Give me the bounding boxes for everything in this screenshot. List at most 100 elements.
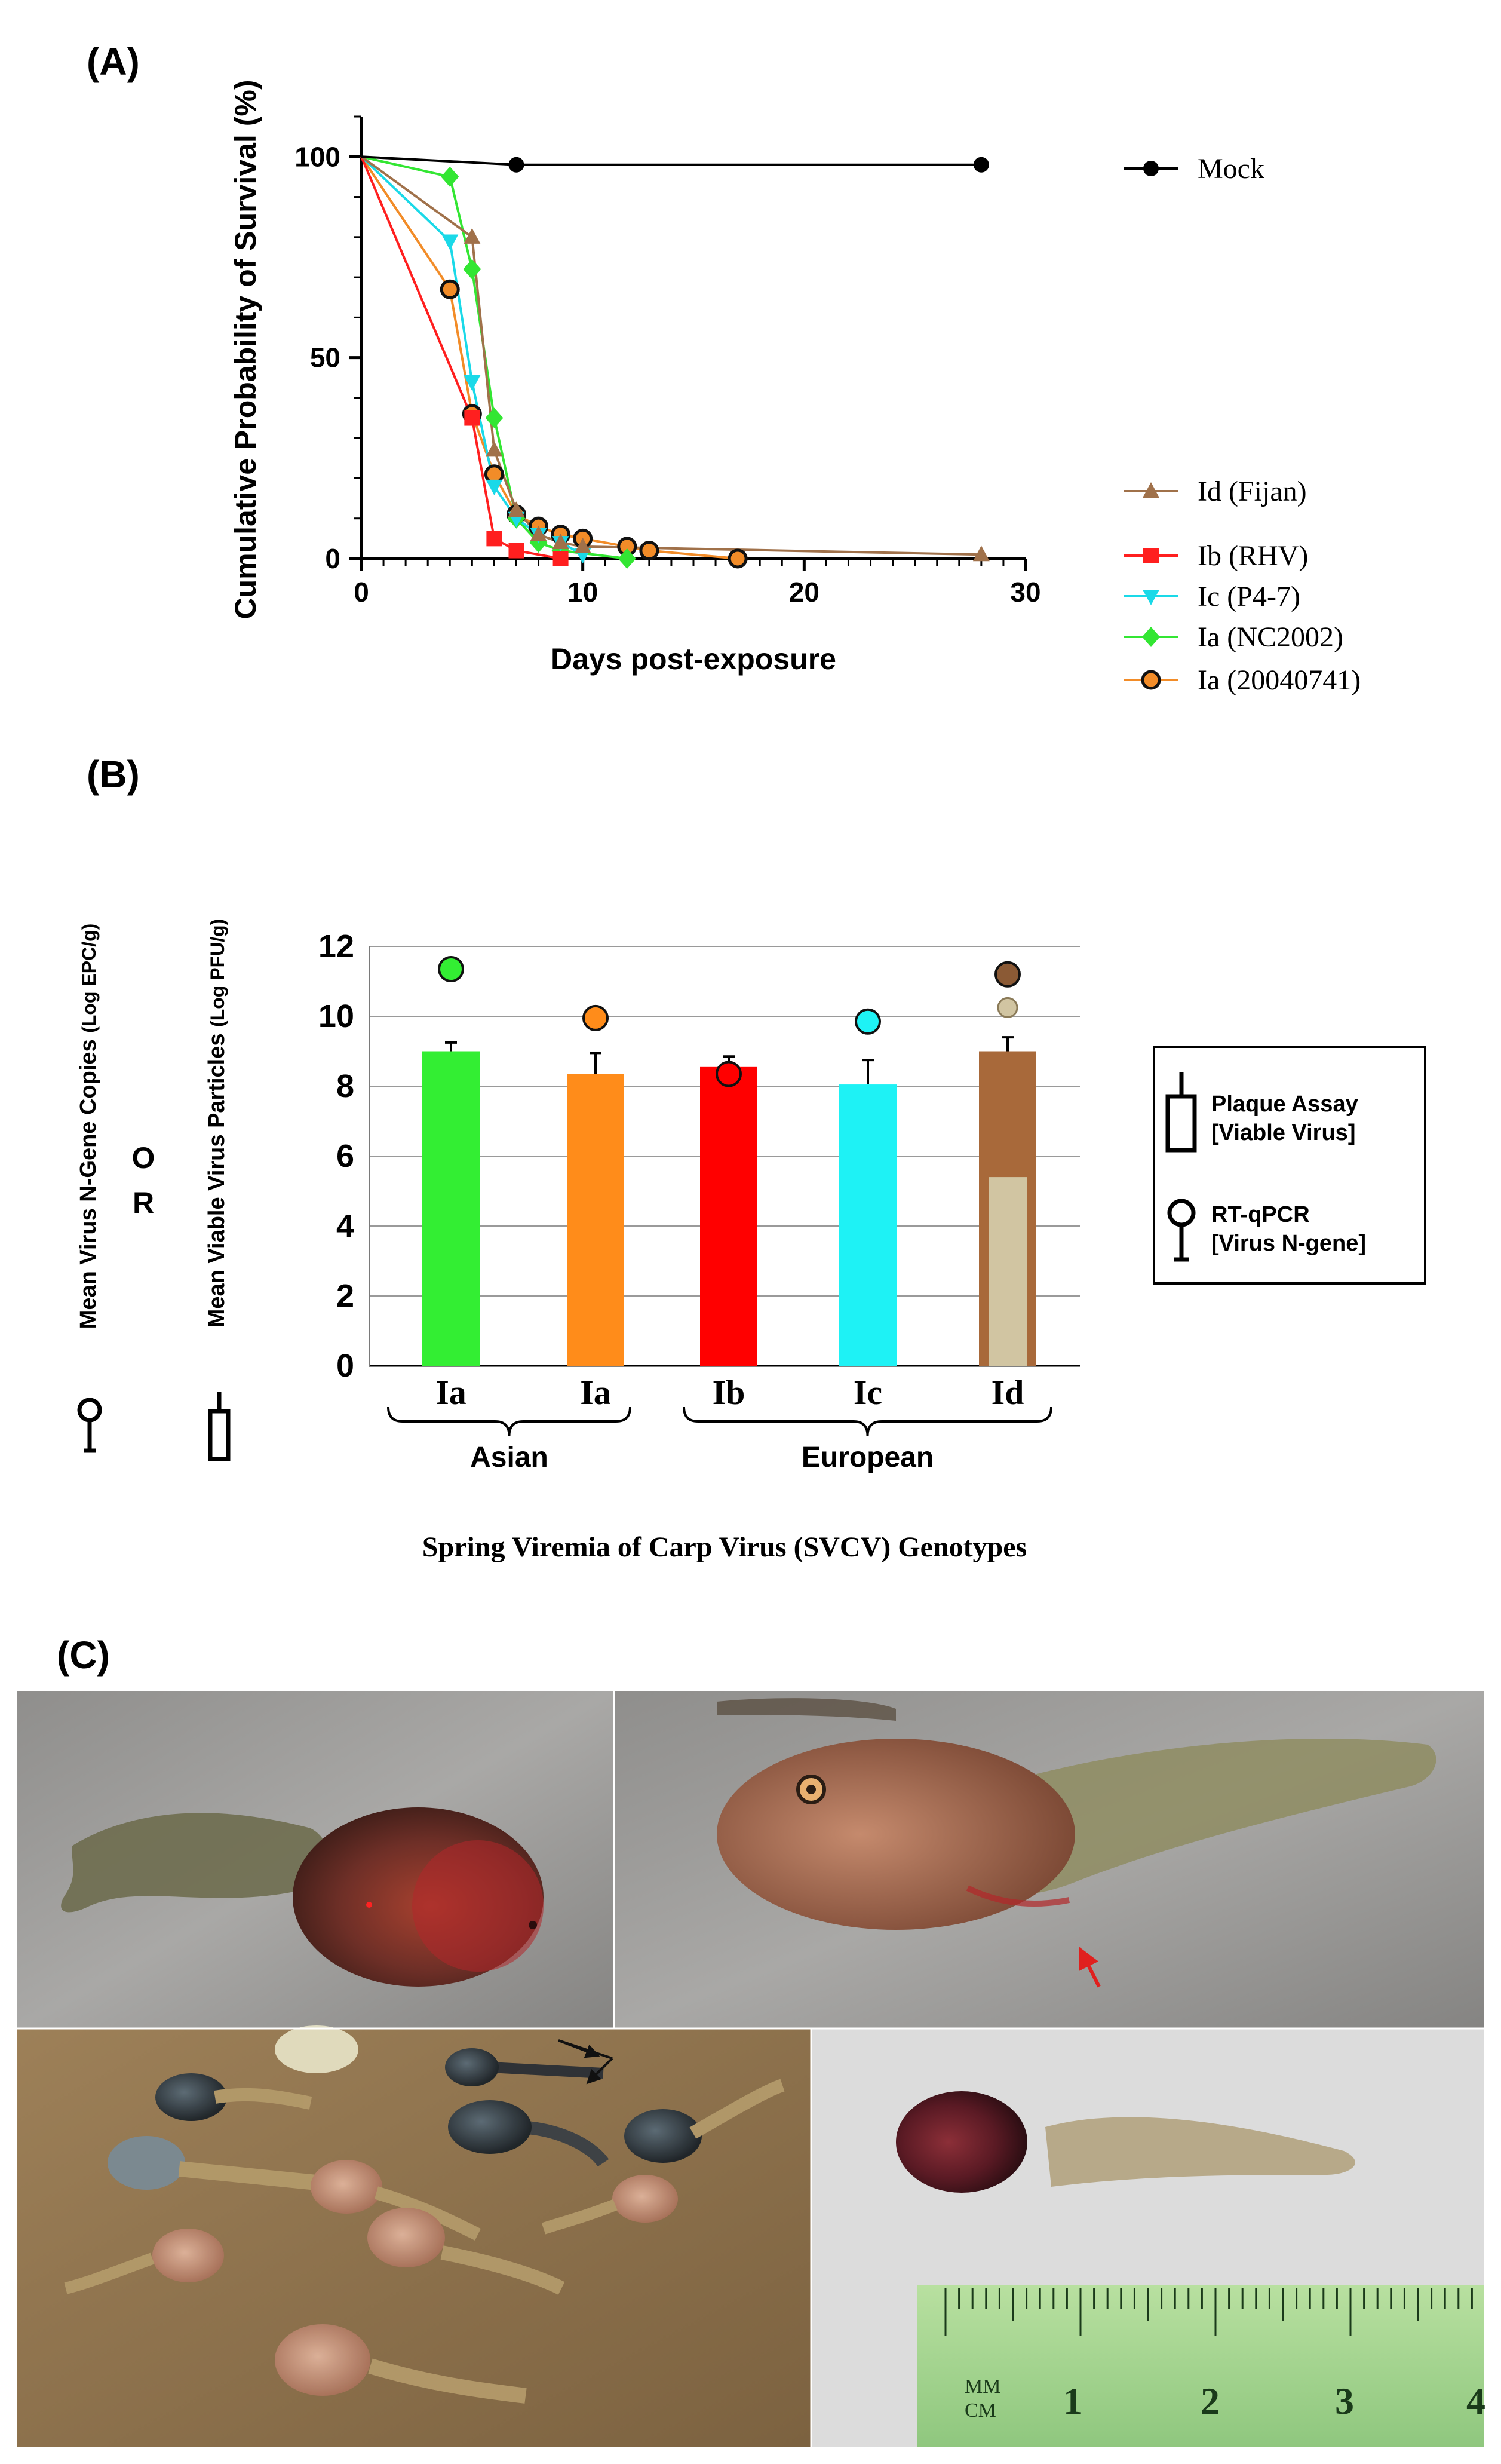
y-axis-label-text: Mean Viable Virus Particles: [204, 1027, 229, 1328]
data-point: [464, 375, 481, 391]
data-point: [552, 534, 569, 550]
ruler-unit-mm: MM: [965, 2376, 1000, 2398]
legend-marker: [1141, 670, 1161, 690]
x-tick-label: 0: [354, 577, 369, 608]
y-tick-label: 100: [294, 141, 340, 172]
legend-item: Ia (NC2002): [1124, 621, 1343, 653]
bar: [567, 1074, 624, 1366]
y-tick-label: 4: [336, 1208, 354, 1244]
group-label: European: [802, 1442, 934, 1473]
group-label: Asian: [470, 1442, 548, 1473]
data-point: [618, 548, 636, 569]
black-arrow-icon: [558, 2039, 600, 2058]
x-tick-label: 30: [1010, 577, 1040, 608]
rtqpcr-point: [716, 1061, 742, 1087]
data-point: [639, 541, 659, 561]
y-tick-label: 0: [325, 543, 340, 574]
bar: [422, 1051, 480, 1366]
data-point: [508, 501, 525, 517]
legend-item: Ib (RHV): [1124, 540, 1308, 572]
y-tick-label: 0: [336, 1348, 354, 1384]
legend-marker: [1143, 590, 1159, 605]
tadpole-body: [896, 2091, 1027, 2193]
legend-label: RT-qPCR: [1211, 1202, 1310, 1227]
y-tick-label: 10: [318, 998, 354, 1034]
legend-marker: [1143, 482, 1159, 498]
data-point: [728, 548, 748, 569]
viral-load-chart: 0 2 4 6 8 10 12 Ia Ia Ib Ic Id Asian European Spring V…: [76, 919, 1426, 1563]
legend-label: Mock: [1198, 153, 1264, 185]
y-axis-label: Cumulative Probability of Survival (%): [229, 80, 262, 620]
legend-item: Ia (20040741): [1124, 664, 1361, 696]
data-point: [463, 259, 481, 280]
or-label: O: [132, 1141, 155, 1175]
legend-label: Id (Fijan): [1198, 476, 1307, 507]
legend-label: Plaque Assay: [1211, 1092, 1358, 1117]
legend-box: Plaque Assay [Viable Virus] RT-qPCR [Virus …: [1153, 1046, 1426, 1285]
legend-item: Mock: [1124, 153, 1264, 185]
legend-bar-icon: [1165, 1094, 1197, 1153]
series-line: [360, 155, 584, 556]
ruler: MM CM 1 2 3 4: [917, 2285, 1485, 2447]
data-point: [440, 279, 460, 299]
rtqpcr-point: [582, 1004, 609, 1031]
data-point: [973, 157, 989, 173]
bar: [839, 1084, 897, 1366]
data-point: [972, 545, 990, 562]
panel-b-label: (B): [87, 753, 140, 796]
y-axis-label-unit: (Log EPC/g): [78, 924, 100, 1033]
data-point: [508, 157, 524, 173]
series-line: [360, 155, 981, 556]
y-tick-label: 2: [336, 1278, 354, 1314]
legend-label: [Virus N-gene]: [1211, 1231, 1366, 1256]
brace-path: [387, 1406, 631, 1436]
x-axis-label: Days post-exposure: [551, 642, 836, 676]
legend-marker: [1143, 161, 1159, 176]
legend-label: Ia (20040741): [1198, 664, 1361, 696]
photo-tadpole-ruler: MM CM 1 2 3 4: [811, 2028, 1485, 2447]
data-point: [441, 234, 459, 250]
legend-label: Ic (P4-7): [1198, 581, 1300, 612]
or-label: R: [133, 1186, 154, 1219]
rtqpcr-point: [997, 997, 1018, 1018]
category-label: Ia: [435, 1373, 466, 1412]
y-axis-label-unit: (Log PFU/g): [207, 919, 228, 1027]
tadpole-tail: [1045, 2117, 1355, 2187]
y-tick-label: 6: [336, 1138, 354, 1174]
x-tick-label: 10: [567, 577, 598, 608]
red-arrow-icon: [1079, 1947, 1101, 1988]
legend-marker: [1143, 548, 1159, 563]
ruler-number: 4: [1466, 2380, 1485, 2422]
rtqpcr-point: [438, 956, 464, 983]
data-point: [486, 479, 503, 495]
ruler-number: 1: [1063, 2380, 1082, 2422]
photo-grid: MM CM 1 2 3 4: [17, 1691, 1485, 2447]
data-point: [485, 407, 504, 428]
panel-a-label: (A): [87, 40, 140, 83]
y-tick-label: 8: [336, 1068, 354, 1104]
y-tick-label: 50: [310, 342, 340, 373]
category-label: Ib: [713, 1373, 745, 1412]
y-axis-label-left: Mean Virus N-Gene Copies (Log EPC/g): [76, 924, 101, 1329]
ruler-unit-cm: CM: [965, 2399, 996, 2422]
category-label: Ic: [854, 1373, 882, 1412]
panel-c-label: (C): [57, 1634, 110, 1677]
category-label: Ia: [580, 1373, 611, 1412]
lollipop-icon: [77, 1398, 102, 1423]
tadpole-tail: [956, 1739, 1436, 1895]
inner-bar: [989, 1177, 1027, 1366]
photo-tadpole-hemorrhagic-head: [17, 1691, 614, 2028]
bar-icon: [208, 1409, 231, 1461]
data-point: [441, 166, 459, 187]
legend-marker: [1142, 627, 1160, 647]
legend-label: Ia (NC2002): [1198, 621, 1343, 653]
brace-path: [683, 1406, 1052, 1436]
group-brace: European: [683, 1406, 1052, 1473]
category-label: Id: [992, 1373, 1024, 1412]
bar: [700, 1066, 757, 1366]
legend-label: Ib (RHV): [1198, 540, 1308, 572]
photo-tadpole-hemorrhage-arrow: [614, 1691, 1484, 2028]
survival-chart: 0 10 20 30 0 50 100 Days post-exposure Cumulativ…: [229, 80, 1361, 696]
data-point: [508, 543, 524, 559]
data-point: [464, 228, 481, 244]
